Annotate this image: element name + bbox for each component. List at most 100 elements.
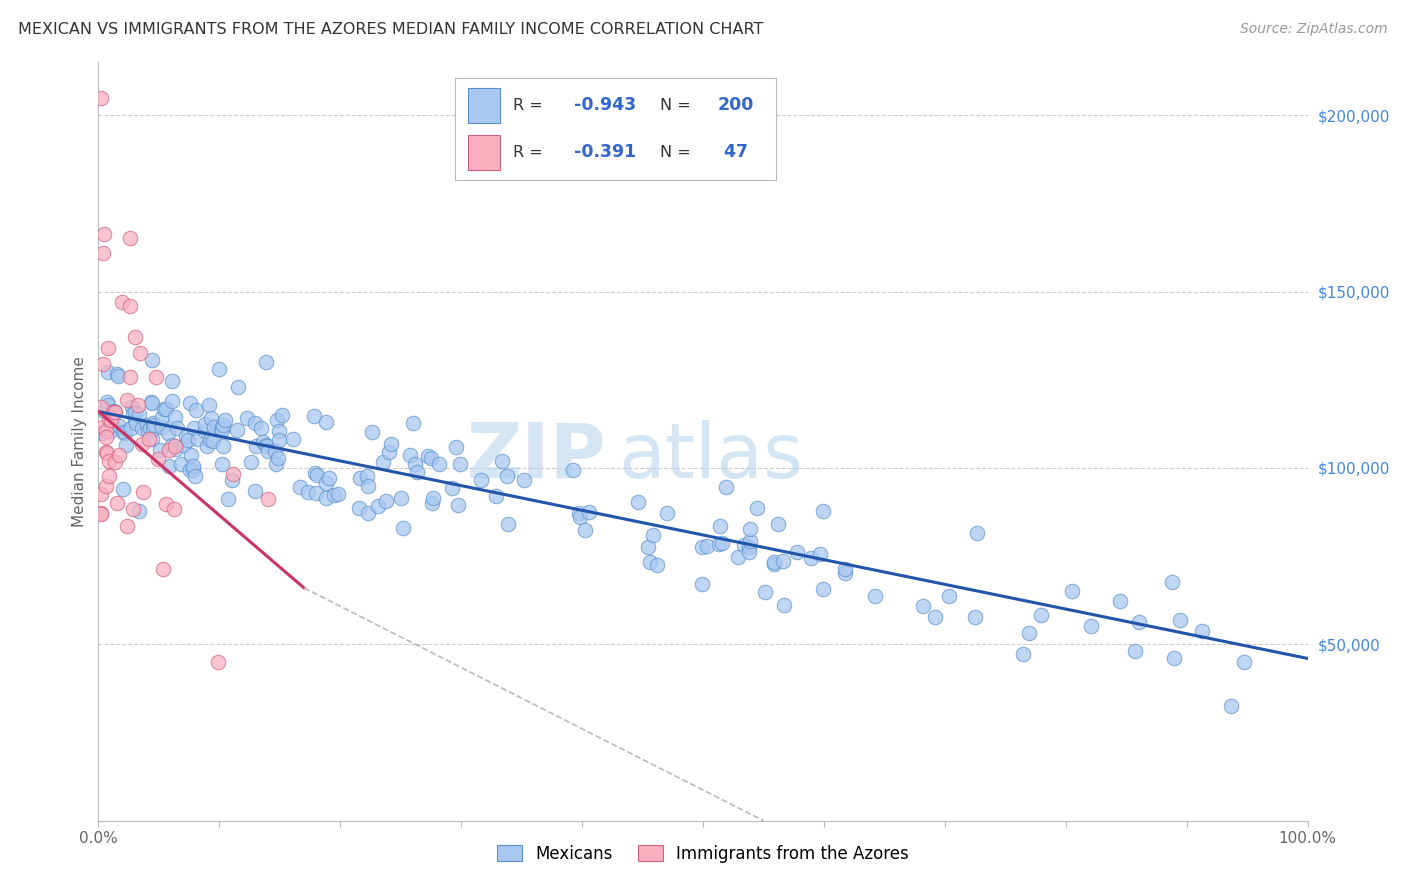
- Point: [645, 558, 668, 572]
- Point: [315, 491, 337, 505]
- Point: [834, 562, 856, 576]
- Point: [637, 540, 659, 554]
- Point: [252, 434, 274, 449]
- Point: [250, 421, 273, 435]
- Point: [157, 442, 180, 457]
- Point: [512, 473, 534, 487]
- Point: [121, 502, 143, 516]
- Point: [911, 599, 934, 614]
- Point: [568, 506, 591, 520]
- Point: [578, 505, 600, 519]
- Point: [93, 403, 115, 417]
- Point: [163, 409, 186, 424]
- Point: [149, 442, 172, 457]
- Point: [1060, 584, 1083, 599]
- Point: [420, 496, 443, 510]
- Point: [245, 439, 267, 453]
- Point: [225, 423, 247, 437]
- Point: [156, 426, 179, 441]
- Point: [122, 407, 145, 421]
- Point: [212, 439, 235, 453]
- Point: [131, 421, 153, 435]
- Point: [97, 454, 120, 468]
- Point: [380, 437, 402, 451]
- Point: [786, 544, 808, 558]
- Point: [179, 463, 201, 477]
- Point: [498, 516, 520, 531]
- Point: [304, 466, 326, 480]
- Point: [766, 516, 789, 531]
- Point: [1108, 594, 1130, 608]
- Point: [181, 458, 204, 473]
- Point: [966, 526, 988, 541]
- Point: [94, 445, 117, 459]
- Point: [236, 411, 259, 425]
- Point: [200, 410, 222, 425]
- Point: [416, 449, 439, 463]
- Point: [141, 353, 163, 368]
- Point: [266, 413, 288, 427]
- Point: [183, 420, 205, 434]
- Point: [264, 444, 287, 458]
- Point: [118, 370, 141, 384]
- Point: [745, 501, 768, 516]
- Point: [709, 518, 731, 533]
- Point: [208, 362, 231, 376]
- Point: [153, 401, 176, 416]
- Point: [150, 420, 173, 434]
- Point: [135, 417, 157, 432]
- Point: [568, 509, 591, 524]
- Point: [160, 394, 183, 409]
- Point: [772, 554, 794, 568]
- Point: [754, 585, 776, 599]
- Point: [288, 480, 311, 494]
- Point: [120, 299, 142, 313]
- Point: [266, 458, 288, 472]
- Point: [184, 403, 207, 417]
- Point: [727, 549, 749, 564]
- Point: [297, 484, 319, 499]
- Point: [714, 480, 737, 494]
- Point: [142, 422, 165, 436]
- Point: [145, 369, 167, 384]
- Point: [240, 455, 263, 469]
- Point: [96, 395, 118, 409]
- Point: [924, 609, 946, 624]
- Point: [707, 537, 730, 551]
- Point: [96, 445, 118, 459]
- Text: ZIP: ZIP: [467, 420, 606, 493]
- Point: [427, 457, 450, 471]
- Point: [174, 429, 197, 443]
- Point: [422, 491, 444, 506]
- Point: [97, 365, 120, 379]
- Point: [181, 463, 204, 477]
- Point: [111, 295, 134, 310]
- Point: [179, 396, 201, 410]
- Point: [419, 450, 441, 465]
- Point: [357, 479, 380, 493]
- Point: [762, 557, 785, 571]
- Point: [808, 547, 831, 561]
- Point: [690, 540, 713, 554]
- Point: [155, 401, 177, 416]
- Point: [209, 422, 232, 436]
- Point: [103, 404, 125, 418]
- Point: [150, 409, 173, 424]
- Point: [128, 504, 150, 518]
- Point: [202, 434, 225, 448]
- Point: [100, 412, 122, 426]
- Point: [211, 458, 233, 472]
- Point: [138, 432, 160, 446]
- Point: [91, 357, 114, 371]
- Point: [398, 449, 420, 463]
- Point: [378, 445, 401, 459]
- Point: [710, 536, 733, 550]
- Point: [108, 448, 131, 462]
- Point: [865, 589, 887, 603]
- Point: [121, 401, 143, 415]
- Point: [90, 401, 112, 415]
- Point: [1161, 574, 1184, 589]
- Point: [184, 469, 207, 483]
- Point: [1168, 614, 1191, 628]
- Point: [1018, 626, 1040, 640]
